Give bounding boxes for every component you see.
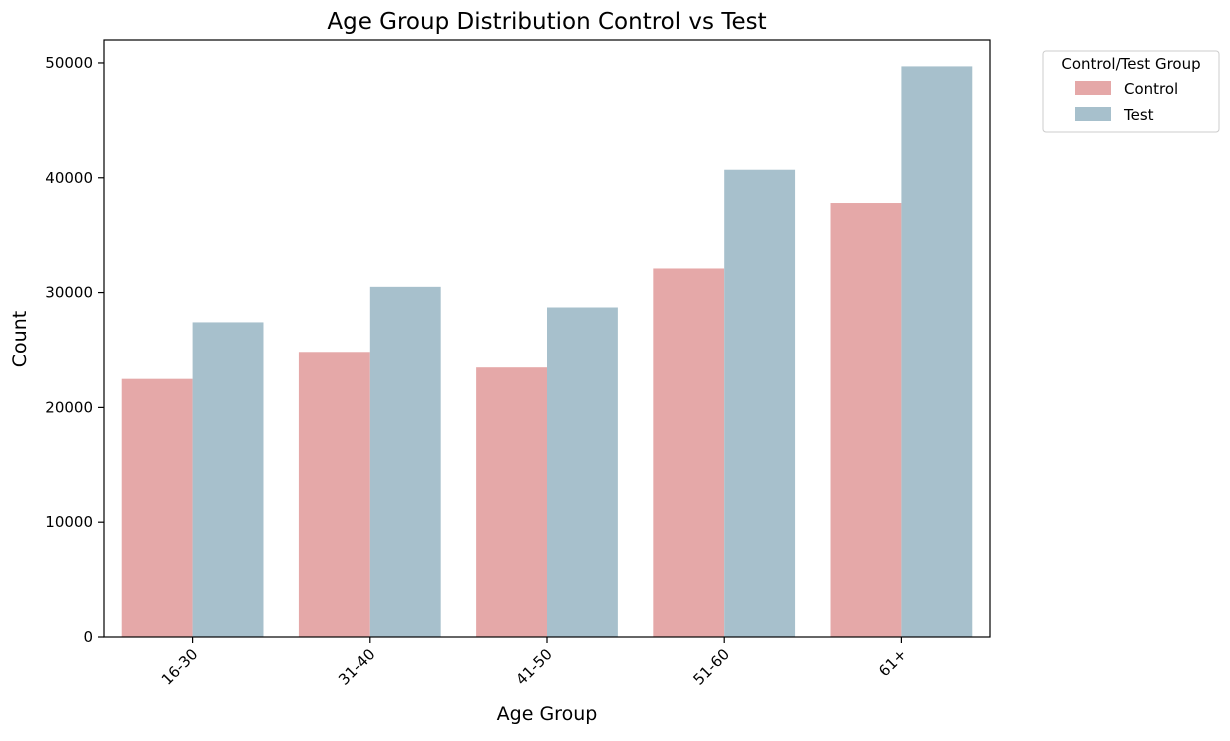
bar-test-16-30 xyxy=(192,322,264,637)
bar-control-31-40 xyxy=(298,352,370,637)
y-tick-label: 20000 xyxy=(45,398,93,416)
bars-layer xyxy=(121,66,973,638)
bar-control-41-50 xyxy=(476,367,547,637)
x-axis-label: Age Group xyxy=(497,703,598,725)
y-axis-label: Count xyxy=(9,311,31,367)
bar-control-61+ xyxy=(830,203,902,637)
x-tick-label: 41-50 xyxy=(512,645,556,689)
legend-label-test: Test xyxy=(1123,106,1154,124)
x-tick-label: 16-30 xyxy=(158,645,202,689)
legend-title: Control/Test Group xyxy=(1061,55,1200,73)
x-tick-label: 51-60 xyxy=(689,645,733,689)
legend-swatch-control xyxy=(1075,81,1111,95)
bar-test-51-60 xyxy=(724,169,796,638)
legend: Control/Test Group Control Test xyxy=(1042,50,1220,133)
bar-control-16-30 xyxy=(121,378,193,637)
bar-test-31-40 xyxy=(369,286,441,637)
bar-test-41-50 xyxy=(547,307,618,637)
bar-test-61+ xyxy=(901,66,973,637)
legend-swatch-test xyxy=(1075,107,1111,121)
x-tick-label: 31-40 xyxy=(335,645,379,689)
y-axis-ticks: 0 10000 20000 30000 40000 50000 xyxy=(45,54,104,646)
y-tick-label: 40000 xyxy=(45,169,93,187)
chart-title: Age Group Distribution Control vs Test xyxy=(327,9,766,35)
y-tick-label: 10000 xyxy=(45,513,93,531)
legend-items: Control Test xyxy=(1075,80,1178,124)
x-tick-label: 61+ xyxy=(875,645,910,680)
y-tick-label: 30000 xyxy=(45,284,93,302)
y-tick-label: 50000 xyxy=(45,54,93,72)
bar-control-51-60 xyxy=(653,268,725,637)
y-tick-label: 0 xyxy=(83,628,93,646)
legend-label-control: Control xyxy=(1124,80,1178,98)
x-axis-ticks: 16-30 31-40 41-50 51-60 61+ xyxy=(158,637,910,689)
plot-frame xyxy=(103,39,991,638)
